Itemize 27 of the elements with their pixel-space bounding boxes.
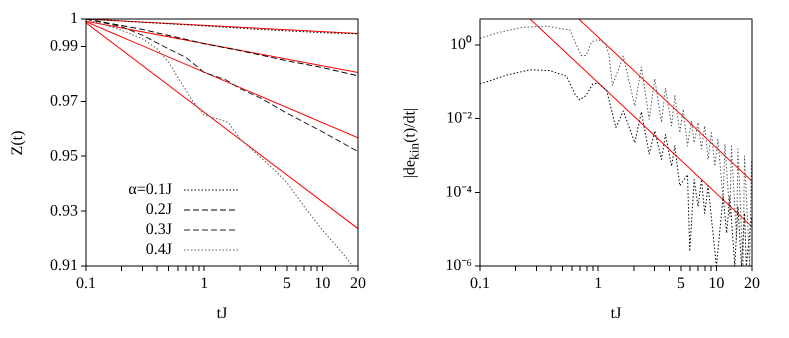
x-axis-title: tJ xyxy=(216,305,228,323)
y-axis-title: Z(t) xyxy=(9,130,27,156)
y-tick-label: 0.99 xyxy=(50,38,78,55)
x-tick-label: 10 xyxy=(708,274,724,292)
y-tick-label: 10⁰ xyxy=(450,34,472,53)
y-tick-label: 10⁻⁴ xyxy=(445,183,472,200)
y-tick-label: 10⁻⁶ xyxy=(445,257,472,274)
x-tick-label: 0.1 xyxy=(470,274,490,292)
y-tick-label: 10⁻² xyxy=(446,110,472,127)
legend-label: 0.2J xyxy=(146,201,172,218)
legend-label: 0.4J xyxy=(146,241,172,258)
x-tick-label: 0.1 xyxy=(76,274,96,292)
x-tick-label: 5 xyxy=(676,274,685,292)
y-tick-label: 0.95 xyxy=(50,147,78,164)
x-tick-label: 20 xyxy=(350,274,366,292)
x-tick-label: 1 xyxy=(594,274,602,292)
y-tick-label: 0.91 xyxy=(50,257,78,274)
legend-label: α=0.1J xyxy=(128,181,172,198)
x-tick-label: 1 xyxy=(200,274,208,292)
x-tick-label: 10 xyxy=(314,274,330,292)
x-tick-label: 5 xyxy=(282,274,291,292)
y-tick-label: 1 xyxy=(70,10,78,28)
y-tick-label: 0.97 xyxy=(50,92,78,110)
x-tick-label: 20 xyxy=(744,274,760,292)
legend-label: 0.3J xyxy=(146,221,172,238)
x-axis-title: tJ xyxy=(610,305,622,323)
y-tick-label: 0.93 xyxy=(50,202,78,220)
